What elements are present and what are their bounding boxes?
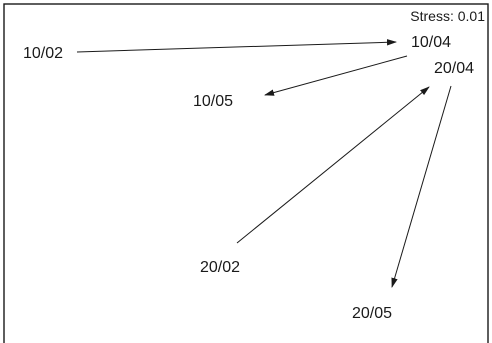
node-label-10-02: 10/02 [23,45,63,62]
node-label-10-04: 10/04 [411,34,451,51]
arrow-10-04-to-10-05 [264,55,408,96]
node-label-20-02: 20/02 [200,259,240,276]
stress-label: Stress: 0.01 [410,8,485,24]
plot-frame [3,3,489,343]
node-label-10-05: 10/05 [193,93,233,110]
node-label-20-05: 20/05 [352,305,392,322]
node-label-20-04: 20/04 [434,60,474,77]
arrow-10-02-to-10-04 [76,39,397,53]
arrow-20-02-to-20-04 [236,86,430,244]
arrow-20-04-to-20-05 [391,85,452,288]
